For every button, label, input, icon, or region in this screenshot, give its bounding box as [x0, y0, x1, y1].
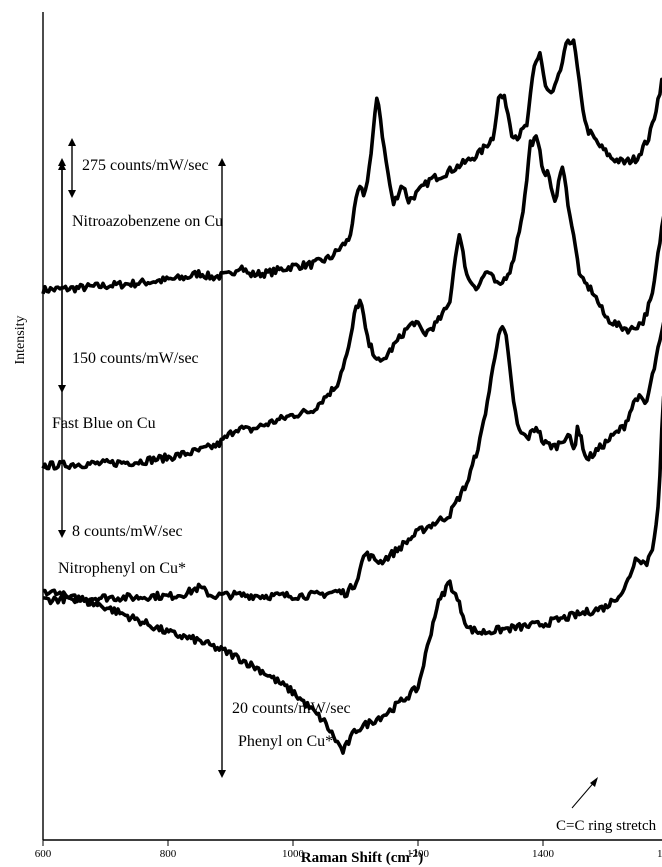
scale-bar-arrowhead-1-top	[68, 138, 76, 146]
series-name-label-2: Fast Blue on Cu	[52, 415, 156, 432]
y-axis-label: Intensity	[13, 316, 28, 365]
x-tick-label-1400: 1400	[532, 848, 555, 860]
x-tick-label-1600: 1600	[657, 848, 662, 860]
x-tick-label-1000: 1000	[282, 848, 305, 860]
scale-bar-label-3: 8 counts/mW/sec	[72, 523, 183, 540]
scale-bar-label-1: 275 counts/mW/sec	[82, 157, 209, 174]
x-tick-label-1200: 1200	[407, 848, 430, 860]
series-name-label-3: Nitrophenyl on Cu*	[58, 560, 186, 577]
annotation-label: C=C ring stretch	[556, 818, 657, 834]
annotation-arrow	[571, 779, 597, 809]
scale-bar-arrowhead-3-bottom	[58, 530, 66, 538]
x-tick-label-600: 600	[35, 848, 52, 860]
scale-bar-arrowhead-1-bottom	[68, 190, 76, 198]
x-tick-group: 600 800 1000 1200 1400 1600	[35, 840, 662, 860]
spectra-group	[41, 38, 662, 755]
spectrum-line-2	[41, 134, 662, 471]
series-name-label-4: Phenyl on Cu*	[238, 733, 333, 750]
scale-bar-label-4: 20 counts/mW/sec	[232, 700, 351, 717]
series-labels: 275 counts/mW/sec Nitroazobenzene on Cu 15…	[52, 138, 351, 778]
scale-bar-arrowhead-3-top	[58, 162, 66, 170]
spectrum-line-4	[42, 395, 662, 755]
scale-bar-label-2: 150 counts/mW/sec	[72, 350, 199, 367]
annotation-arrowhead	[590, 777, 598, 787]
x-axis-label: Raman Shift (cm-1)	[301, 848, 424, 866]
scale-bar-arrowhead-4-top	[218, 158, 226, 166]
x-tick-label-800: 800	[160, 848, 177, 860]
spectrum-line-1	[41, 38, 662, 295]
spectrum-line-3	[42, 321, 662, 606]
scale-bar-arrowhead-4-bottom	[218, 770, 226, 778]
series-name-label-1: Nitroazobenzene on Cu	[72, 213, 223, 230]
